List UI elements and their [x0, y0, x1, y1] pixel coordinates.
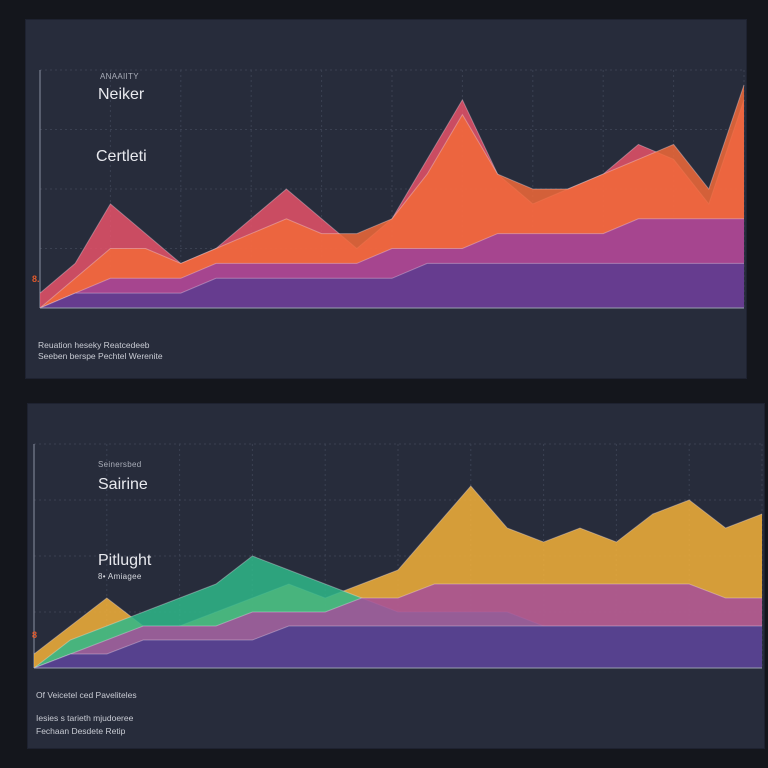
top-chart-svg: [39, 69, 745, 309]
top-axis-marker: 8.: [32, 274, 40, 284]
top-chart-series-3-line: [39, 218, 744, 309]
top-small-label: ANAAIITY: [100, 72, 139, 81]
bottom-chart-svg: [33, 443, 763, 669]
bottom-axis-marker: 8: [32, 630, 38, 640]
top-chart-series-4-line: [39, 262, 744, 309]
bottom-heading-2: Pitlught: [98, 552, 152, 569]
bottom-footer-line-2: Iesies s tarieth mjudoeree: [36, 713, 134, 723]
bottom-footer-line-3: Fechaan Desdete Retip: [36, 726, 126, 736]
top-footer-line-1: Reuation heseky Reatcedeeb: [38, 340, 150, 350]
top-chart-series-4-area: [40, 263, 744, 308]
top-chart-panel: ANAAIITY Neiker Certleti 8. Reuation hes…: [26, 20, 746, 378]
top-chart-series-2-line: [39, 84, 745, 309]
bottom-chart-series-4-area: [34, 626, 762, 668]
bottom-chart-series-4-line: [33, 625, 762, 669]
bottom-chart-panel: Seinersbed Sairine Pitlught 8• Amiagee 8…: [28, 404, 764, 748]
top-heading-2: Certleti: [96, 148, 147, 165]
bottom-sub-label: 8• Amiagee: [98, 572, 142, 581]
bottom-footer-line-1: Of Veicetel ced Paveliteles: [36, 690, 137, 700]
bottom-chart-series-3-line: [33, 583, 762, 669]
top-heading-1: Neiker: [98, 86, 145, 103]
bottom-heading-1: Sairine: [98, 476, 148, 493]
top-footer-line-2: Seeben berspe Pechtel Werenite: [38, 351, 163, 361]
bottom-small-label: Seinersbed: [98, 460, 142, 469]
